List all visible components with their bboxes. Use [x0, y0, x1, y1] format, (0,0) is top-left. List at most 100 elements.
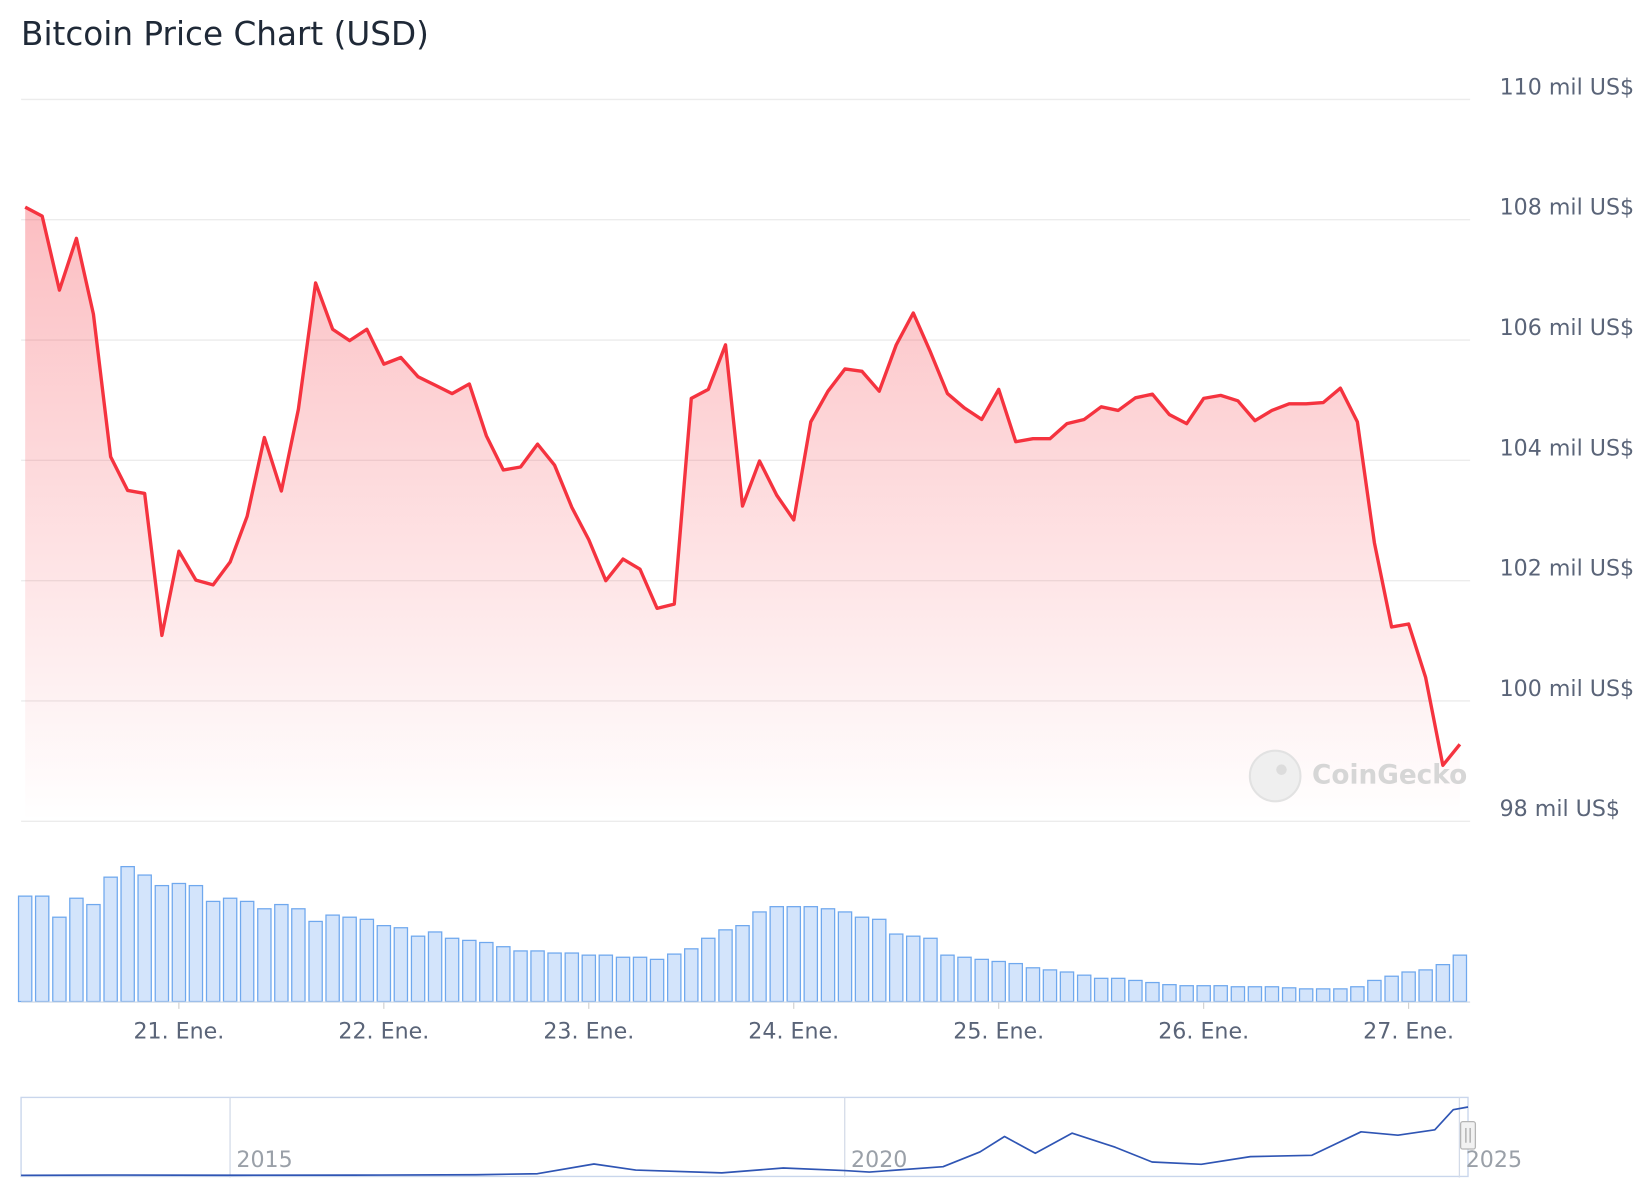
x-tick-label: 27. Ene.	[1363, 1019, 1454, 1045]
volume-bar	[684, 948, 699, 1003]
volume-bar	[1196, 985, 1211, 1003]
y-tick-label: 108 mil US$	[1500, 195, 1634, 221]
volume-bar	[34, 895, 50, 1003]
volume-bar	[1213, 985, 1228, 1003]
volume-bar	[974, 958, 989, 1003]
volume-bar	[1110, 977, 1126, 1003]
watermark-text: CoinGecko	[1312, 760, 1467, 790]
x-tick-label: 26. Ene.	[1158, 1019, 1249, 1045]
volume-bar	[154, 884, 170, 1003]
volume-bar	[991, 960, 1006, 1003]
y-tick-label: 98 mil US$	[1500, 796, 1620, 822]
volume-bar	[17, 895, 33, 1003]
volume-bar	[1076, 974, 1092, 1003]
volume-bar	[239, 900, 255, 1003]
volume-bar	[632, 956, 648, 1003]
volume-bar	[257, 908, 272, 1003]
volume-bar	[667, 953, 682, 1003]
volume-bar	[1128, 979, 1143, 1003]
volume-bar	[752, 911, 767, 1003]
history-line	[21, 1106, 1469, 1177]
volume-bar	[649, 958, 665, 1003]
volume-bar	[410, 935, 426, 1003]
volume-bar	[871, 918, 887, 1003]
volume-bar	[1315, 988, 1331, 1003]
volume-bar	[1230, 986, 1246, 1003]
volume-bar	[1384, 975, 1399, 1003]
volume-bar	[820, 908, 836, 1003]
price-line	[24, 205, 1462, 768]
volume-bar	[905, 935, 921, 1003]
y-tick-label: 102 mil US$	[1500, 556, 1634, 582]
navigator-tick-label: 2015	[236, 1147, 292, 1173]
volume-bar	[786, 906, 802, 1003]
volume-bar	[393, 927, 409, 1003]
volume-bar	[1350, 986, 1365, 1003]
volume-bar	[1162, 984, 1177, 1003]
volume-bar	[69, 897, 84, 1003]
volume-bar	[479, 941, 494, 1003]
volume-bar	[1401, 971, 1416, 1003]
volume-bar	[1298, 988, 1314, 1003]
volume-bar	[1452, 954, 1468, 1003]
volume-bar	[513, 950, 528, 1003]
volume-bar	[564, 952, 580, 1003]
volume-bar	[940, 954, 955, 1003]
volume-bar	[1025, 967, 1041, 1003]
price-area	[25, 207, 1460, 822]
volume-bar	[188, 884, 204, 1003]
volume-bar	[803, 906, 819, 1003]
volume-bar	[342, 916, 357, 1003]
volume-bar	[1367, 979, 1382, 1003]
navigator-handle[interactable]	[1459, 1121, 1477, 1150]
volume-bar	[854, 916, 870, 1003]
x-tick-label: 23. Ene.	[543, 1019, 634, 1045]
volume-bar	[598, 954, 614, 1003]
volume-bar	[888, 933, 904, 1003]
volume-bar	[308, 920, 323, 1003]
volume-bar	[222, 897, 238, 1003]
volume-bar	[171, 882, 187, 1003]
watermark-logo	[1248, 749, 1302, 803]
chart-title: Bitcoin Price Chart (USD)	[21, 15, 429, 53]
volume-bar	[1145, 981, 1160, 1003]
volume-bar	[291, 908, 306, 1003]
volume-bar	[205, 900, 221, 1003]
volume-bar	[1059, 971, 1075, 1003]
x-tick-label: 25. Ene.	[953, 1019, 1044, 1045]
volume-bar	[1042, 969, 1058, 1003]
volume-bar	[1008, 962, 1023, 1003]
navigator-tick-label: 2025	[1466, 1147, 1522, 1173]
volume-bar	[325, 914, 340, 1003]
volume-bar	[444, 937, 460, 1003]
volume-bar	[86, 903, 101, 1003]
volume-bar	[957, 956, 972, 1003]
y-tick-label: 110 mil US$	[1500, 74, 1634, 100]
volume-bar	[1418, 969, 1433, 1003]
volume-bar	[701, 937, 716, 1003]
volume-bar	[496, 946, 511, 1003]
volume-bar	[120, 865, 135, 1003]
watermark: CoinGecko	[1248, 749, 1467, 803]
volume-bar	[103, 876, 118, 1003]
volume-bar	[137, 874, 152, 1003]
y-tick-label: 100 mil US$	[1500, 676, 1634, 702]
volume-bar	[462, 939, 477, 1003]
volume-bar	[615, 956, 631, 1003]
volume-bar	[530, 950, 545, 1003]
x-tick-label: 21. Ene.	[133, 1019, 224, 1045]
volume-bar	[376, 925, 392, 1003]
volume-bar	[581, 954, 597, 1003]
volume-bar	[735, 925, 750, 1003]
volume-bar	[923, 937, 938, 1003]
volume-bar	[1093, 977, 1109, 1003]
y-tick-label: 106 mil US$	[1500, 315, 1634, 341]
volume-bar	[837, 911, 853, 1003]
volume-bar	[427, 931, 443, 1003]
y-tick-label: 104 mil US$	[1500, 435, 1634, 461]
volume-bar	[1435, 963, 1451, 1003]
volume-bar	[769, 906, 785, 1003]
volume-bar	[547, 952, 562, 1003]
volume-bar	[1247, 986, 1263, 1003]
